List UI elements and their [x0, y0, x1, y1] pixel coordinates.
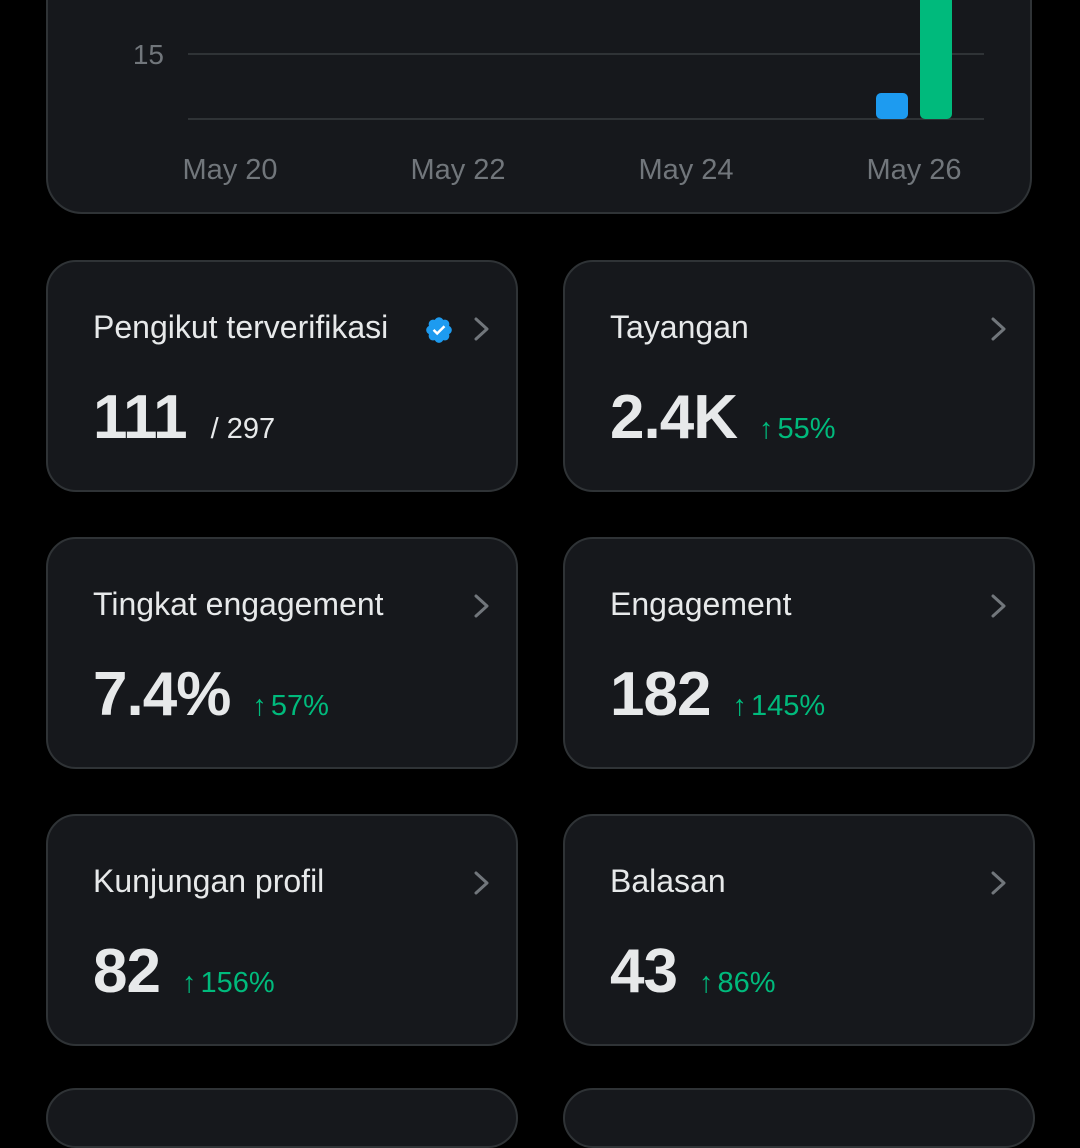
card-label: Pengikut terverifikasi — [93, 309, 389, 345]
verified-badge-icon — [426, 317, 452, 343]
analytics-chart: 15 May 20 May 22 May 24 May 26 — [133, 0, 984, 186]
card-change-value: 145% — [750, 690, 826, 722]
chevron-right-icon — [991, 317, 1006, 341]
card-value-row: 2.4K ↑ 55% — [610, 382, 836, 453]
card-value-row: 182 ↑ 145% — [610, 659, 825, 730]
chart-x-tick-label: May 26 — [866, 154, 961, 186]
card-value: 2.4K — [610, 383, 738, 452]
card-engagement-rate[interactable]: Tingkat engagement 7.4% ↑ 57% — [46, 537, 518, 769]
card-label: Tayangan — [610, 309, 749, 345]
arrow-up-icon: ↑ — [181, 967, 197, 999]
arrow-up-icon: ↑ — [252, 690, 267, 722]
card-label: Kunjungan profil — [93, 863, 325, 899]
card-total: / 297 — [210, 413, 276, 445]
card-value: 182 — [610, 660, 711, 729]
card-engagements[interactable]: Engagement 182 ↑ 145% — [563, 537, 1035, 769]
card-change: ↑ 57% — [252, 690, 329, 723]
card-change: ↑ 156% — [182, 967, 275, 1000]
card-impressions[interactable]: Tayangan 2.4K ↑ 55% — [563, 260, 1035, 492]
card-value: 7.4% — [93, 660, 231, 729]
card-change: ↑ 145% — [732, 690, 825, 723]
card-change: ↑ 86% — [699, 967, 776, 1000]
card-value-row: 43 ↑ 86% — [610, 936, 776, 1007]
chart-x-tick-label: May 22 — [410, 154, 505, 186]
chevron-right-icon — [991, 871, 1006, 895]
card-verified-followers[interactable]: Pengikut terverifikasi 111 / 297 — [46, 260, 518, 492]
arrow-up-icon: ↑ — [698, 967, 714, 999]
card-change-value: 55% — [777, 413, 836, 445]
card-change: ↑ 55% — [759, 413, 836, 446]
chart-y-tick-label: 15 — [133, 39, 164, 70]
chevron-right-icon — [991, 594, 1006, 618]
card-value-row: 111 / 297 — [93, 382, 275, 453]
card-change-value: 156% — [200, 967, 275, 999]
chart-x-tick-label: May 24 — [638, 154, 733, 186]
card-value-row: 7.4% ↑ 57% — [93, 659, 329, 730]
card-label: Balasan — [610, 863, 726, 899]
card-profile-visits[interactable]: Kunjungan profil 82 ↑ 156% — [46, 814, 518, 1046]
card-partial-right[interactable] — [563, 1088, 1035, 1148]
chart-x-tick-label: May 20 — [182, 154, 277, 186]
chevron-right-icon — [474, 594, 489, 618]
chart-bar — [920, 0, 952, 119]
chevron-right-icon — [474, 871, 489, 895]
card-label: Tingkat engagement — [93, 586, 384, 622]
card-change-value: 57% — [270, 690, 329, 722]
card-value: 111 — [93, 383, 188, 452]
card-change-value: 86% — [717, 967, 776, 999]
card-value-row: 82 ↑ 156% — [93, 936, 275, 1007]
chevron-right-icon — [474, 317, 489, 341]
card-value: 82 — [93, 937, 161, 1006]
chart-bar — [876, 93, 908, 119]
card-replies[interactable]: Balasan 43 ↑ 86% — [563, 814, 1035, 1046]
arrow-up-icon: ↑ — [758, 413, 774, 445]
card-label: Engagement — [610, 586, 792, 622]
arrow-up-icon: ↑ — [732, 690, 747, 722]
card-value: 43 — [610, 937, 678, 1006]
card-partial-left[interactable] — [46, 1088, 518, 1148]
analytics-chart-card: 15 May 20 May 22 May 24 May 26 — [46, 0, 1032, 214]
